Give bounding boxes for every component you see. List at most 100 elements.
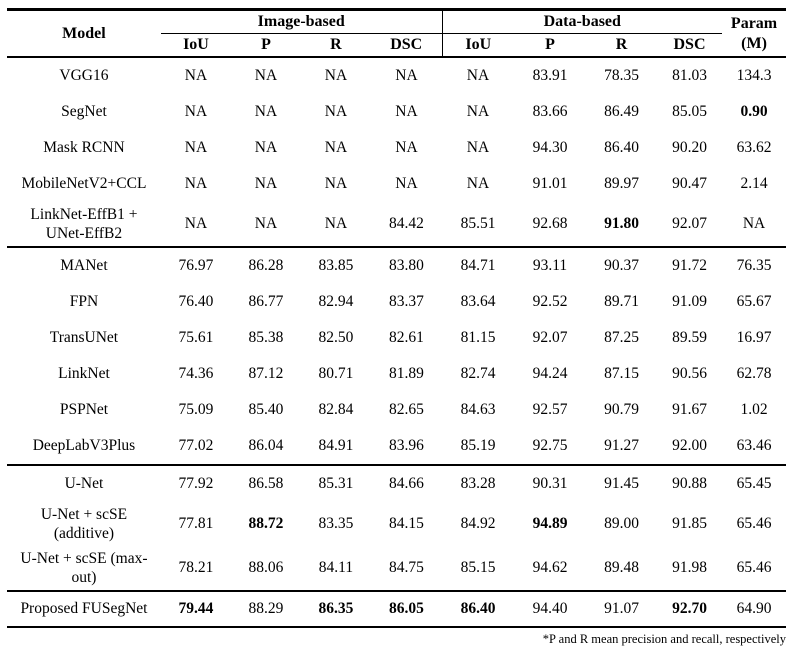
metric-value-cell: 83.80	[389, 257, 424, 275]
model-name-cell: PSPNet	[59, 401, 109, 419]
metric-value-cell: 90.79	[604, 401, 639, 419]
metric-value-cell: 81.89	[389, 365, 424, 383]
image-dsc-header: DSC	[370, 33, 442, 58]
metric-value-cell: 86.40	[604, 139, 639, 157]
metric-value-cell: 82.94	[318, 293, 354, 311]
metric-value-cell: 83.85	[318, 257, 354, 275]
metric-value-cell: NA	[184, 103, 208, 121]
table-row: PSPNet 75.09 85.40 82.84 82.65 84.63 92.57 90.7…	[7, 392, 786, 428]
metric-value-cell: 91.01	[532, 175, 568, 193]
metric-value-cell: 90.56	[672, 365, 707, 383]
metric-value-cell: 65.45	[736, 475, 772, 493]
metric-value-cell: NA	[160, 202, 231, 248]
model-name-cell: Mask RCNN	[43, 139, 125, 157]
metric-value-cell: 83.35	[318, 515, 354, 533]
model-name-cell: MANet	[60, 257, 108, 275]
metric-value-cell: 92.70	[657, 591, 723, 628]
model-name-cell: FPN	[69, 293, 99, 311]
results-table: Model Image-based Data-based Param (M) Io…	[6, 8, 787, 628]
table-row: FPN 76.40 86.77 82.94 83.37 83.64 92.52 89.71 91…	[7, 284, 786, 320]
table-row: MobileNetV2+CCL NA NA NA NA NA 91.01 89.97 90.47…	[7, 166, 786, 202]
metric-value-cell: NA	[395, 175, 418, 193]
metric-value-cell: 134.3	[736, 67, 772, 85]
table-header: Model Image-based Data-based Param (M) Io…	[6, 9, 787, 58]
metric-value-cell: 0.90	[740, 103, 768, 121]
metric-value-cell: NA	[722, 202, 787, 248]
metric-value-cell: NA	[254, 139, 278, 157]
metric-value-cell: 84.63	[460, 401, 496, 419]
metric-value-cell: NA	[254, 175, 278, 193]
metric-value-cell: 62.78	[736, 365, 772, 383]
metric-value-cell: 89.59	[672, 329, 707, 347]
metric-value-cell: 85.15	[442, 546, 514, 592]
metric-value-cell: 91.67	[672, 401, 707, 419]
metric-value-cell: 94.30	[532, 139, 568, 157]
table-row: U-Net + scSE (max-out) 78.21 88.06 84.11 84.…	[6, 546, 787, 592]
metric-value-cell: 91.72	[672, 257, 707, 275]
metric-value-cell: 87.12	[248, 365, 284, 383]
metric-value-cell: 92.07	[532, 329, 568, 347]
metric-value-cell: 92.68	[514, 202, 586, 248]
metric-value-cell: 65.67	[736, 293, 772, 311]
metric-value-cell: 92.52	[532, 293, 568, 311]
param-header-line2: (M)	[741, 34, 767, 52]
metric-value-cell: 85.51	[442, 202, 514, 248]
metric-value-cell: 89.48	[586, 546, 657, 592]
metric-value-cell: NA	[324, 139, 348, 157]
metric-value-cell: 87.15	[604, 365, 639, 383]
metric-value-cell: 94.62	[514, 546, 586, 592]
metric-value-cell: 77.92	[178, 475, 214, 493]
metric-value-cell: 86.77	[248, 293, 284, 311]
metric-value-cell: NA	[466, 139, 490, 157]
metric-value-cell: 83.28	[460, 475, 496, 493]
metric-value-cell: 91.07	[586, 591, 657, 628]
metric-value-cell: 86.58	[248, 475, 284, 493]
metric-value-cell: 84.92	[460, 515, 496, 533]
metric-value-cell: 76.40	[178, 293, 214, 311]
metric-value-cell: 89.97	[604, 175, 639, 193]
metric-value-cell: NA	[466, 175, 490, 193]
metric-value-cell: 74.36	[178, 365, 214, 383]
metric-value-cell: 82.74	[460, 365, 496, 383]
metric-value-cell: 90.31	[532, 475, 568, 493]
table-row: U-Net + scSE (additive) 77.81 88.72 83.35 84.…	[7, 502, 786, 546]
metric-value-cell: 84.42	[370, 202, 442, 248]
metric-value-cell: NA	[184, 139, 208, 157]
data-dsc-header: DSC	[657, 33, 723, 58]
metric-value-cell: 81.03	[672, 67, 707, 85]
model-name-cell: U-Net + scSE (max-out)	[6, 546, 161, 592]
metric-value-cell: 86.04	[230, 428, 301, 466]
metric-value-cell: NA	[324, 67, 348, 85]
metric-value-cell: 91.45	[604, 475, 639, 493]
metric-value-cell: 84.15	[389, 515, 424, 533]
model-column-header: Model	[6, 9, 161, 58]
metric-value-cell: 85.19	[442, 428, 514, 466]
metric-value-cell: 75.61	[178, 329, 214, 347]
metric-value-cell: 94.89	[532, 515, 568, 533]
image-r-header: R	[300, 33, 371, 58]
metric-value-cell: NA	[395, 103, 418, 121]
table-row: DeepLabV3Plus 77.02 86.04 84.91 83.96 85.19 92…	[6, 428, 787, 466]
table-row: VGG16 NA NA NA NA NA 83.91 78.35 81.03 134.3	[7, 57, 786, 94]
metric-value-cell: NA	[184, 67, 208, 85]
metric-header-row: IoU P R DSC IoU P R DSC	[7, 33, 786, 58]
table-row: U-Net 77.92 86.58 85.31 84.66 83.28 90.31 91.45…	[7, 465, 786, 502]
metric-value-cell: 82.61	[389, 329, 424, 347]
metric-value-cell: 63.62	[736, 139, 772, 157]
metric-value-cell: NA	[324, 175, 348, 193]
metric-value-cell: 84.75	[370, 546, 442, 592]
table-row: TransUNet 75.61 85.38 82.50 82.61 81.15 92.07 8…	[7, 320, 786, 356]
metric-value-cell: NA	[230, 202, 301, 248]
metric-value-cell: 88.29	[230, 591, 301, 628]
metric-value-cell: 91.85	[672, 515, 707, 533]
metric-value-cell: 65.46	[736, 515, 772, 533]
metric-value-cell: 77.02	[160, 428, 231, 466]
metric-value-cell: 90.47	[672, 175, 707, 193]
metric-value-cell: 83.64	[460, 293, 496, 311]
metric-value-cell: 77.81	[178, 515, 214, 533]
metric-value-cell: 78.21	[160, 546, 231, 592]
metric-value-cell: 88.06	[230, 546, 301, 592]
param-header-line1: Param	[730, 14, 778, 32]
model-name-cell: LinkNet-EffB1 + UNet-EffB2	[6, 202, 161, 248]
image-based-group-header: Image-based	[160, 9, 442, 34]
